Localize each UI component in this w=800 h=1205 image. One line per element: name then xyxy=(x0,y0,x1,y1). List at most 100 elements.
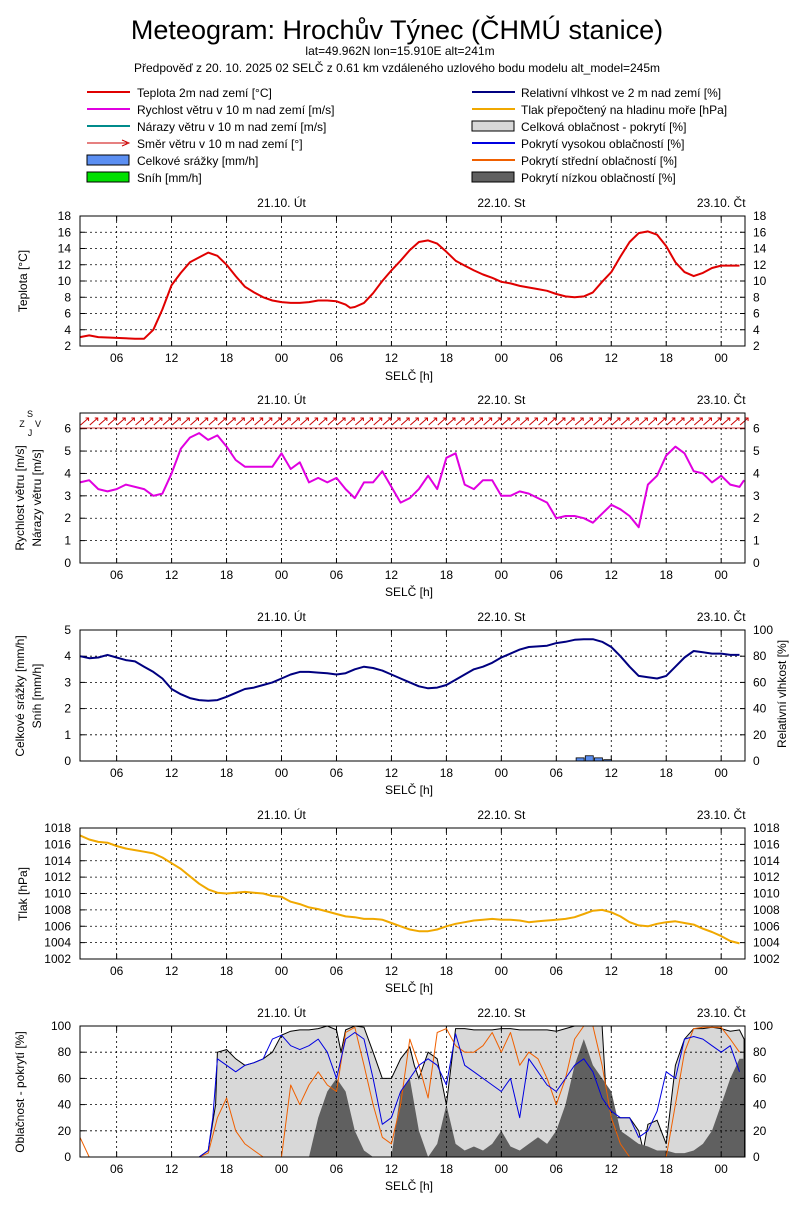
x-tick-label: 00 xyxy=(715,351,729,365)
x-tick-label: 06 xyxy=(550,351,564,365)
wind-direction-arrow xyxy=(318,417,328,426)
wind-direction-arrow xyxy=(116,417,126,426)
y-tick-label-right: 4 xyxy=(753,323,760,337)
y-tick-label-right: 80 xyxy=(753,649,767,663)
pressure-line xyxy=(79,834,740,945)
x-tick-label: 06 xyxy=(330,351,344,365)
wind-direction-arrow xyxy=(400,417,410,426)
day-label: 22.10. St xyxy=(477,196,526,210)
x-tick-label: 12 xyxy=(165,964,179,978)
y-tick-label-right: 2 xyxy=(753,339,760,353)
legend-label: Rychlost větru v 10 m nad zemí [m/s] xyxy=(137,103,334,117)
day-label: 23.10. Čt xyxy=(697,392,746,407)
wind-direction-arrow xyxy=(272,417,282,426)
x-tick-label: 12 xyxy=(385,568,399,582)
wind-direction-arrow xyxy=(281,417,291,426)
plot-frame xyxy=(79,412,746,564)
x-tick-label: 06 xyxy=(550,766,564,780)
x-tick-label: 06 xyxy=(550,964,564,978)
y-tick-label: 0 xyxy=(64,754,71,768)
y-tick-label: 1012 xyxy=(44,870,71,884)
x-tick-label: 12 xyxy=(605,568,619,582)
legend-swatch-box xyxy=(86,154,130,166)
wind-direction-arrow xyxy=(419,417,428,426)
y-tick-label-right: 16 xyxy=(753,225,767,239)
x-tick-label: 06 xyxy=(110,964,124,978)
snow-ylabel: Sníh [mm/h] xyxy=(30,664,44,729)
wind-direction-arrow xyxy=(80,417,90,426)
legend-label: Směr větru v 10 m nad zemí [°] xyxy=(137,137,303,151)
wind-direction-arrow xyxy=(629,417,639,426)
x-tick-label: 18 xyxy=(220,1162,234,1176)
x-tick-label: 12 xyxy=(165,1162,179,1176)
y-tick-label: 2 xyxy=(64,511,71,525)
wind-direction-arrow xyxy=(153,417,163,426)
wind-direction-arrow xyxy=(217,417,227,426)
y-tick-label: 80 xyxy=(58,1045,72,1059)
legend-swatch-box xyxy=(86,171,130,183)
wind-direction-arrow xyxy=(703,417,712,426)
humidity-line xyxy=(79,638,740,702)
y-tick-label: 5 xyxy=(64,444,71,458)
wind-direction-arrow xyxy=(638,417,648,426)
day-label: 23.10. Čt xyxy=(697,195,746,210)
day-label: 22.10. St xyxy=(477,610,526,624)
y-tick-label: 1010 xyxy=(44,887,71,901)
legend-swatch-box xyxy=(471,171,515,183)
x-tick-label: 00 xyxy=(275,1162,289,1176)
y-tick-label-right: 12 xyxy=(753,258,767,272)
y-tick-label-right: 1014 xyxy=(753,854,780,868)
y-tick-label-right: 20 xyxy=(753,728,767,742)
wind-direction-arrow xyxy=(602,417,612,426)
y-tick-label: 20 xyxy=(58,1124,72,1138)
y-tick-label-right: 60 xyxy=(753,675,767,689)
legend-right: Relativní vlhkost ve 2 m nad zemí [%] Tl… xyxy=(471,86,727,185)
wind-direction-arrow xyxy=(89,417,99,426)
y-tick-label: 6 xyxy=(64,307,71,321)
wind-direction-arrow xyxy=(391,417,401,426)
y-tick-label: 1006 xyxy=(44,919,71,933)
temperature-ylabel: Teplota [°C] xyxy=(16,250,30,312)
wind-direction-arrow xyxy=(171,417,181,426)
x-axis-label: SELČ [h] xyxy=(385,584,433,599)
high-cloud-line xyxy=(80,1032,740,1158)
temperature-panel: 2 2 4 4 6 6 8 8 10 10 12 12 14 14 16 16 18 18 06 12 18 00 06 12… xyxy=(58,195,767,365)
wind-direction-arrow xyxy=(355,417,364,426)
day-label: 21.10. Út xyxy=(257,392,306,407)
y-tick-label: 18 xyxy=(58,209,72,223)
day-label: 21.10. Út xyxy=(257,609,306,624)
day-label: 22.10. St xyxy=(477,393,526,407)
y-tick-label: 16 xyxy=(58,225,72,239)
y-tick-label-right: 80 xyxy=(753,1045,767,1059)
x-tick-label: 00 xyxy=(275,351,289,365)
y-tick-label: 1014 xyxy=(44,854,71,868)
y-tick-label-right: 3 xyxy=(753,489,760,503)
x-tick-label: 00 xyxy=(715,964,729,978)
wind-direction-arrow xyxy=(620,417,630,426)
day-label: 23.10. Čt xyxy=(697,807,746,822)
x-tick-label: 00 xyxy=(495,568,509,582)
wind-direction-arrow xyxy=(574,417,584,426)
y-tick-label: 3 xyxy=(64,489,71,503)
wind-direction-arrow xyxy=(510,417,520,426)
wind-direction-arrow xyxy=(529,417,538,426)
plot-frame xyxy=(79,629,746,762)
wind-direction-arrow xyxy=(593,417,603,426)
legend-left: Teplota 2m nad zemí [°C] Rychlost větru … xyxy=(86,86,334,185)
x-tick-label: 00 xyxy=(275,766,289,780)
x-tick-label: 06 xyxy=(330,568,344,582)
y-tick-label: 4 xyxy=(64,466,71,480)
wind-direction-arrow xyxy=(98,417,108,426)
x-tick-label: 06 xyxy=(110,766,124,780)
wind-direction-arrow xyxy=(437,417,447,426)
y-tick-label: 1018 xyxy=(44,821,71,835)
y-tick-label-right: 1006 xyxy=(753,919,780,933)
y-tick-label: 0 xyxy=(64,1150,71,1164)
wind-direction-arrow xyxy=(309,417,319,426)
x-tick-label: 12 xyxy=(605,1162,619,1176)
x-tick-label: 18 xyxy=(660,964,674,978)
wind-direction-arrow xyxy=(263,417,273,426)
x-tick-label: 12 xyxy=(165,766,179,780)
